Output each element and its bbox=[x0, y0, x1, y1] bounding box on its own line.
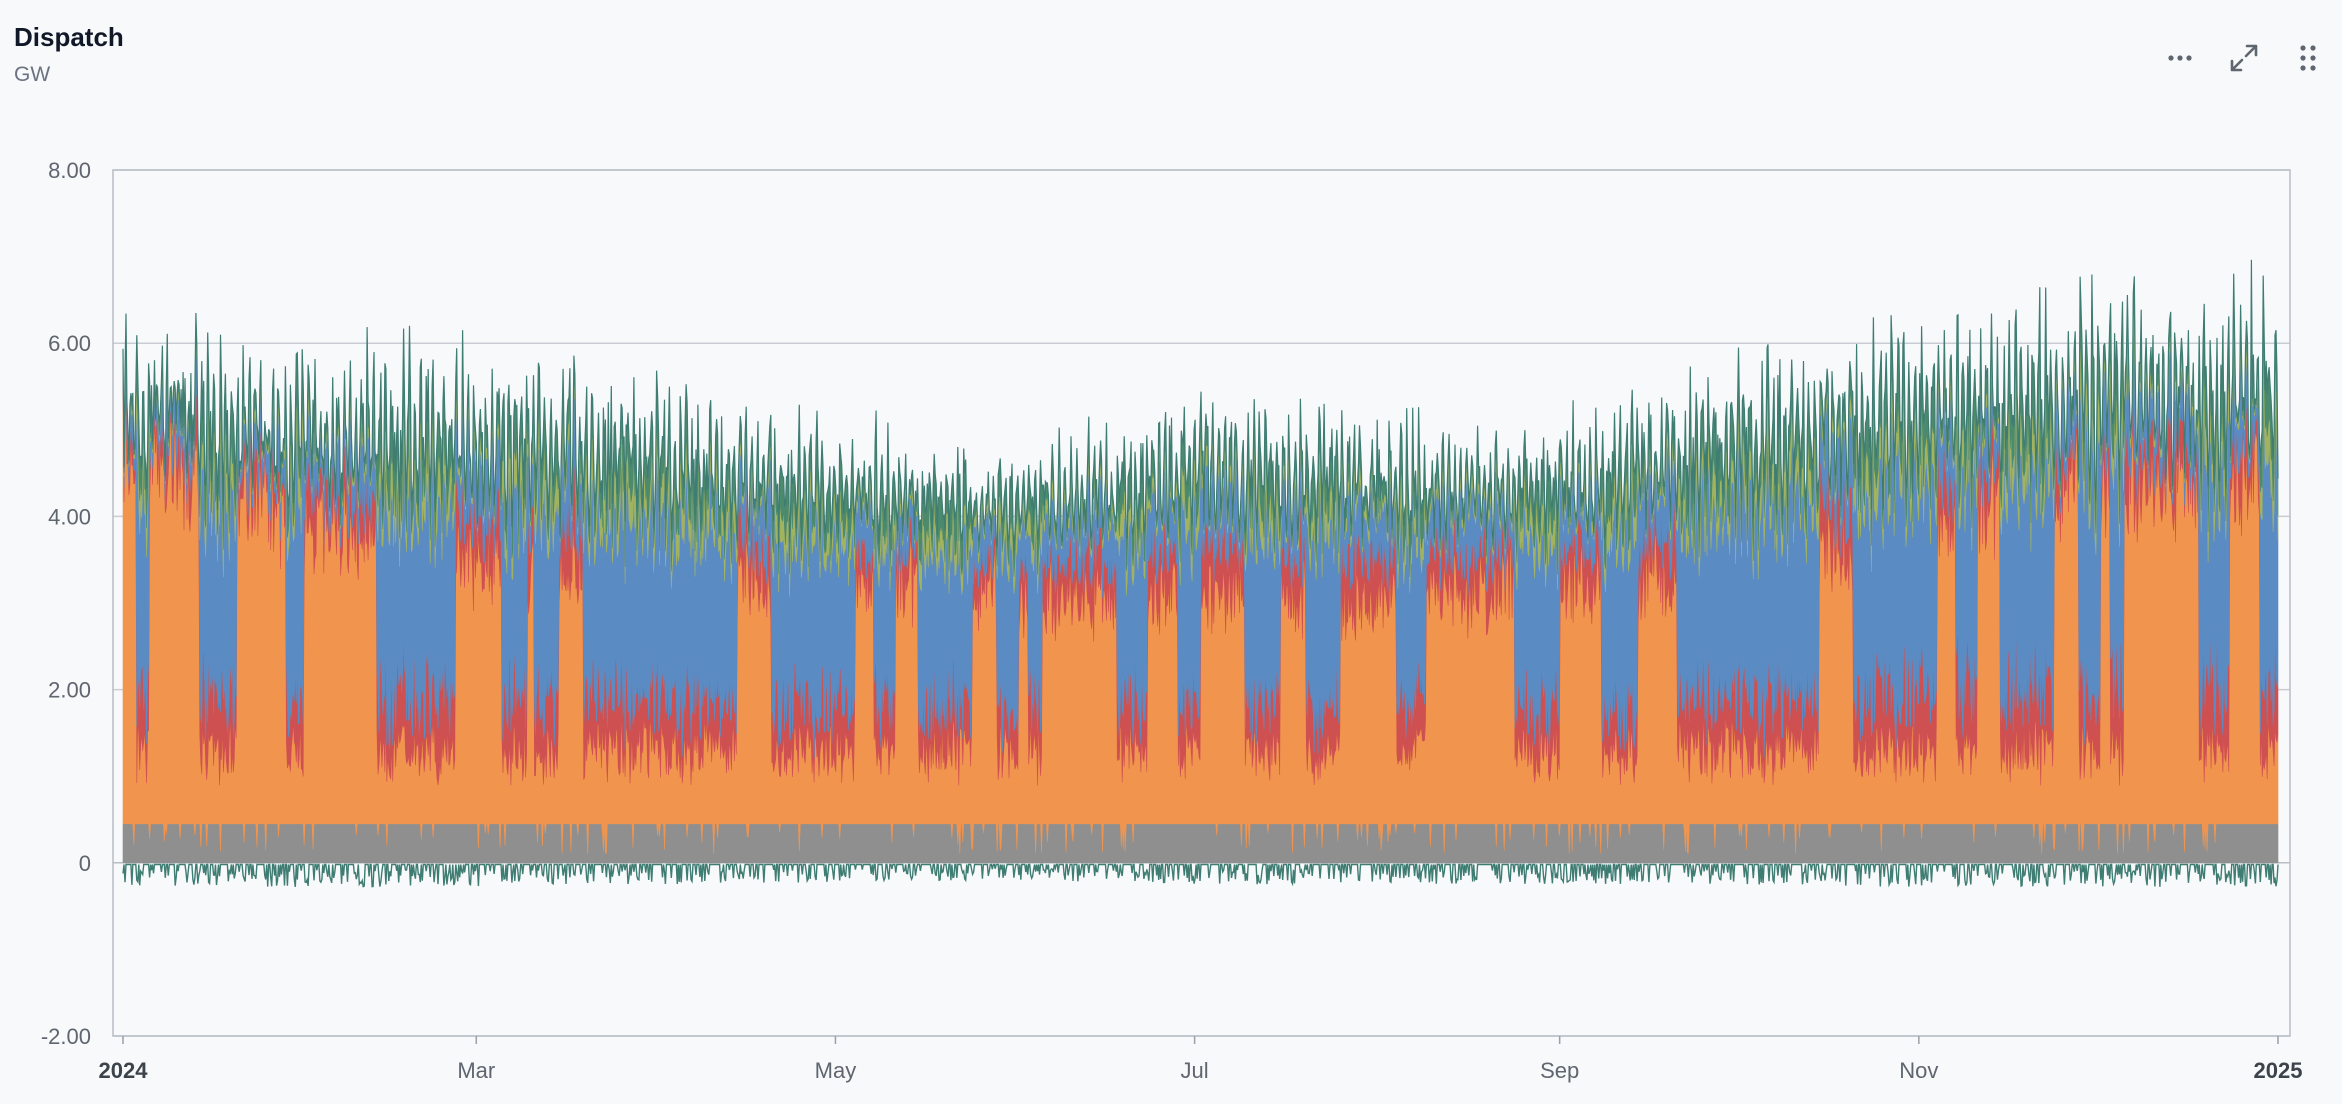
x-tick-label: 2025 bbox=[2254, 1058, 2303, 1083]
y-tick-label: 2.00 bbox=[48, 678, 91, 703]
expand-button[interactable] bbox=[2220, 36, 2268, 80]
total-series-line bbox=[122, 259, 2279, 552]
gray-series-area bbox=[122, 823, 2279, 864]
stacked-area-series bbox=[122, 259, 2279, 888]
more-options-button[interactable] bbox=[2156, 36, 2204, 80]
chart-header: Dispatch GW bbox=[14, 22, 124, 87]
chart-toolbar bbox=[2156, 36, 2332, 80]
y-tick-label: 0 bbox=[79, 851, 91, 876]
x-tick-label: Sep bbox=[1540, 1058, 1579, 1083]
negative-series-line bbox=[122, 863, 2279, 888]
drag-handle-button[interactable] bbox=[2284, 36, 2332, 80]
more-horizontal-icon bbox=[2168, 55, 2192, 61]
y-tick-label: -2.00 bbox=[41, 1024, 91, 1049]
x-tick-label: Mar bbox=[457, 1058, 495, 1083]
y-tick-label: 6.00 bbox=[48, 331, 91, 356]
expand-diagonal-icon bbox=[2230, 44, 2258, 72]
plot-frame bbox=[112, 169, 2291, 1037]
x-tick-label: Jul bbox=[1181, 1058, 1209, 1083]
x-tick-label: 2024 bbox=[99, 1058, 149, 1083]
axes: -2.00 0 2.00 4.00 6.00 8.00 2024 Mar May Jul Sep No… bbox=[41, 158, 2303, 1083]
drag-grip-icon bbox=[2300, 45, 2316, 71]
y-tick-label: 8.00 bbox=[48, 158, 91, 183]
x-tick-label: Nov bbox=[1899, 1058, 1938, 1083]
x-tick-label: May bbox=[815, 1058, 857, 1083]
chart-title: Dispatch bbox=[14, 22, 124, 52]
y-tick-label: 4.00 bbox=[48, 504, 91, 529]
chart-unit: GW bbox=[14, 63, 51, 87]
